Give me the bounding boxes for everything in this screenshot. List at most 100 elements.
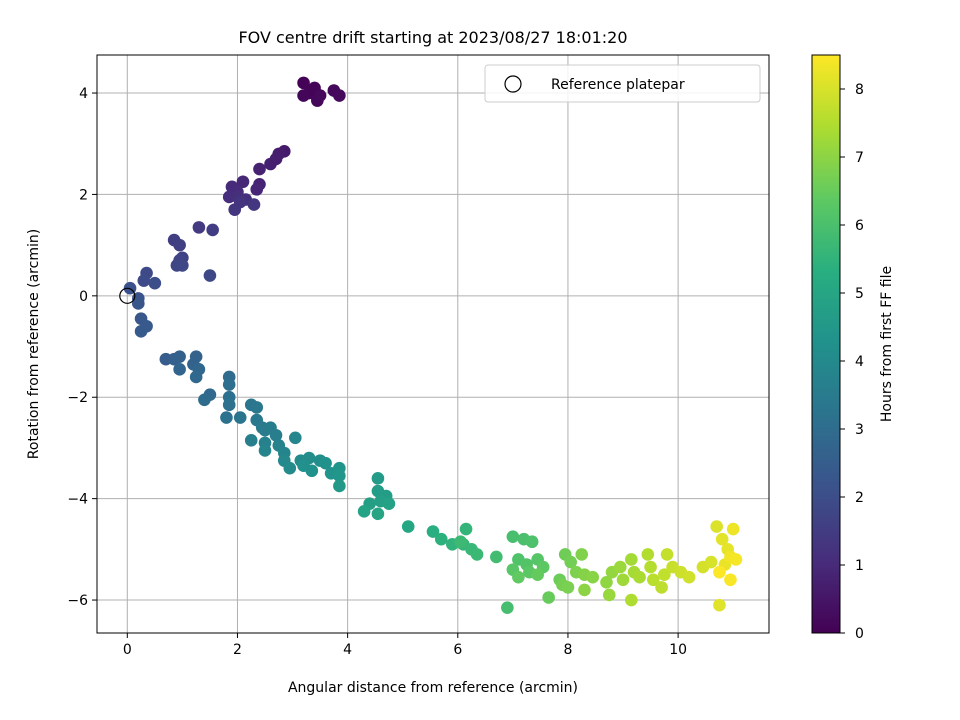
data-point [222,398,236,412]
data-point [641,548,655,561]
data-point [305,464,319,478]
data-point [713,598,726,612]
data-point [644,560,657,574]
data-point [459,522,473,536]
y-axis-ticks: −6 −4 −2 0 2 4 [67,86,97,609]
data-point [724,573,737,587]
data-point [173,363,186,376]
data-point [283,461,297,475]
y-axis-label: Rotation from reference (arcmin) [26,229,42,459]
data-point [633,570,646,584]
colorbar-label: Hours from first FF file [879,266,895,422]
colorbar-ticks: 0 1 2 3 4 5 6 7 8 [840,82,864,642]
data-point [288,431,302,445]
data-point [189,370,203,384]
data-point [236,175,250,189]
data-point [297,76,310,90]
data-point [490,550,503,564]
colorbar-tick-label: 8 [855,82,864,98]
data-point [148,276,162,290]
x-axis-ticks: 0 2 4 6 8 10 [123,633,687,658]
data-point [575,548,589,561]
data-point [134,325,148,338]
data-point [233,411,247,424]
data-point [624,593,638,607]
y-tick-label: −2 [67,390,88,406]
data-point [470,548,484,561]
data-point [333,479,346,493]
data-point [176,259,189,272]
reference-platepar-marker [119,287,136,304]
data-point [454,535,467,549]
colorbar-tick-label: 3 [855,422,864,438]
data-point [624,553,638,566]
x-tick-label: 2 [233,642,242,658]
data-point [655,581,668,594]
y-tick-label: −6 [67,593,88,609]
data-point [401,520,415,533]
data-point [525,535,539,549]
data-point [542,591,555,604]
data-point [371,507,385,521]
data-point [371,472,385,485]
data-point [564,555,578,569]
data-point [173,350,186,363]
x-tick-label: 10 [669,642,687,658]
data-point [250,183,264,196]
colorbar-tick-label: 5 [855,286,864,302]
data-point [203,269,217,282]
data-point [561,581,575,594]
data-point [506,530,520,543]
data-point [616,573,630,587]
colorbar-tick-label: 4 [855,354,864,370]
data-point [382,497,396,511]
data-point [729,553,743,566]
colorbar-tick-label: 7 [855,150,864,166]
x-tick-label: 4 [343,642,352,658]
data-point [501,601,514,614]
data-point [192,221,206,234]
data-point [198,393,211,407]
legend-marker-icon [504,75,522,93]
data-point [247,198,261,211]
y-tick-label: 0 [79,289,88,305]
data-point [715,532,729,546]
data-point [613,560,627,574]
data-point [704,555,718,569]
data-point [264,157,277,171]
data-point [137,274,151,287]
data-point [602,588,616,602]
colorbar-tick-label: 2 [855,490,864,506]
y-tick-label: −4 [67,492,88,508]
data-point [710,520,723,533]
data-point [269,428,283,442]
data-point [333,89,346,102]
data-point [357,505,371,518]
x-tick-label: 8 [563,642,572,658]
x-axis-label: Angular distance from reference (arcmin) [288,680,578,696]
data-point [586,570,600,584]
data-point [713,565,726,579]
data-point [220,411,233,424]
data-point [726,522,740,536]
x-tick-label: 0 [123,642,132,658]
data-point [426,525,440,538]
y-tick-label: 2 [79,187,88,203]
data-point [258,444,272,457]
colorbar-tick-label: 0 [855,626,864,642]
data-point [578,583,591,597]
colorbar-tick-label: 1 [855,558,864,574]
data-point [228,203,242,216]
data-point [206,223,219,237]
data-point [319,456,332,470]
data-point [250,401,264,414]
data-point [531,568,544,581]
colorbar: 0 1 2 3 4 5 6 7 8 Hours from first FF file [811,54,895,642]
legend-box [484,64,761,103]
data-point [682,570,696,584]
y-tick-label: 4 [79,86,88,102]
data-point [253,162,266,176]
data-point [512,570,525,584]
colorbar-gradient [811,54,841,634]
